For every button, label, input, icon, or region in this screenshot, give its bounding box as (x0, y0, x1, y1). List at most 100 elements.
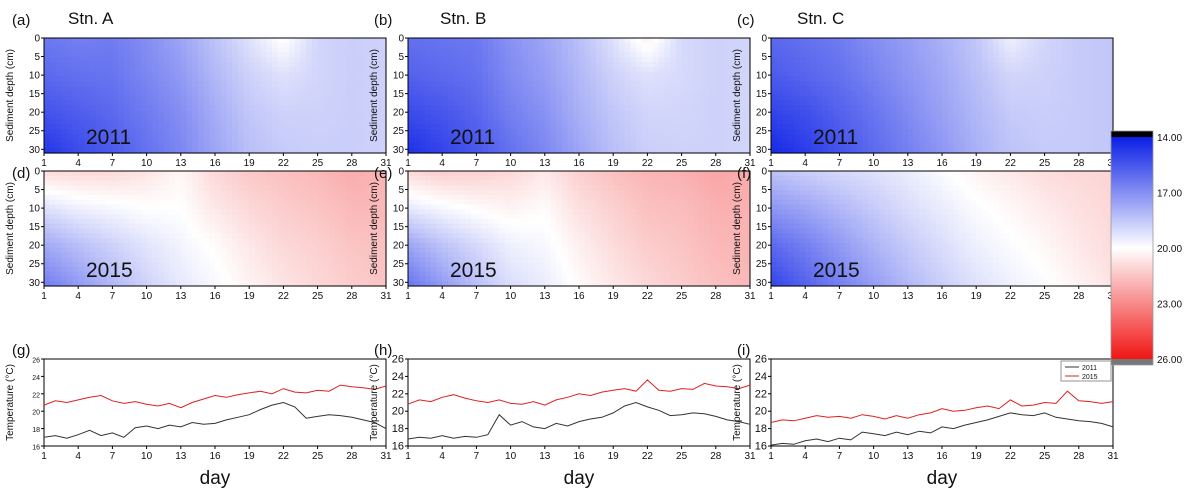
heat-cell (539, 133, 546, 140)
heat-cell (947, 129, 954, 135)
heat-cell (243, 66, 250, 73)
heat-cell (527, 119, 534, 125)
heat-cell (1056, 38, 1063, 44)
heat-cell (300, 194, 307, 201)
heat-cell (698, 42, 705, 49)
heat-cell (873, 124, 880, 130)
heat-cell (1101, 119, 1108, 125)
heat-cell (430, 109, 438, 116)
heat-cell (664, 90, 671, 97)
heat-cell (363, 38, 370, 44)
heat-cell (95, 171, 102, 177)
heat-cell (510, 119, 517, 125)
heat-cell (839, 129, 846, 135)
heat-cell (66, 38, 74, 44)
heat-cell (698, 138, 705, 145)
heat-cell (442, 42, 449, 49)
heat-cell (788, 95, 795, 101)
heat-cell (590, 119, 597, 125)
heat-cell (470, 109, 477, 116)
heat-cell (152, 105, 159, 111)
heat-cell (561, 119, 569, 125)
heat-cell (793, 52, 801, 58)
heat-cell (788, 57, 795, 63)
heat-cell (930, 129, 937, 135)
heat-cell (465, 47, 472, 53)
heat-cell (1010, 52, 1017, 58)
heat-cell (658, 95, 666, 101)
heat-cell (476, 143, 483, 149)
heat-cell (180, 66, 188, 73)
heat-cell (976, 119, 983, 125)
heat-cell (1067, 47, 1074, 53)
heat-cell (953, 38, 960, 44)
heat-cell (896, 52, 903, 58)
heat-cell (636, 129, 643, 135)
heat-cell (300, 209, 307, 215)
heat-cell (118, 114, 125, 121)
heat-cell (771, 66, 778, 73)
heat-cell (822, 42, 829, 49)
heat-cell (1095, 105, 1103, 111)
heat-cell (209, 105, 216, 111)
heat-cell (266, 199, 273, 206)
heat-cell (146, 109, 153, 116)
heat-cell (810, 81, 818, 87)
heat-cell (266, 42, 273, 49)
heat-cell (101, 52, 108, 58)
heat-cell (55, 61, 62, 68)
heat-cell (613, 61, 620, 68)
heat-cell (715, 95, 723, 101)
heat-cell (169, 185, 176, 191)
heat-cell (493, 61, 500, 68)
heat-cell (83, 81, 91, 87)
heat-cell (106, 204, 113, 210)
heat-cell (175, 109, 182, 116)
heat-cell (681, 148, 688, 154)
heat-cell (425, 76, 432, 82)
heat-cell (816, 42, 823, 49)
heat-cell (544, 81, 552, 87)
heat-cell (317, 190, 324, 196)
heat-cell (675, 61, 683, 68)
heat-cell (78, 47, 85, 53)
heat-cell (1038, 61, 1046, 68)
heat-cell (254, 190, 262, 196)
heat-cell (493, 47, 500, 53)
heat-cell (44, 209, 51, 215)
heat-cell (704, 109, 711, 116)
heat-cell (833, 47, 840, 53)
heat-cell (584, 38, 591, 44)
heat-cell (260, 143, 267, 149)
heat-cell (272, 204, 279, 210)
heat-cell (78, 180, 85, 186)
heat-cell (1078, 38, 1086, 44)
heat-cell (197, 66, 205, 73)
heat-cell (135, 185, 142, 191)
heat-cell (856, 38, 863, 44)
heat-cell (499, 114, 506, 121)
heat-cell (647, 105, 654, 111)
heat-cell (277, 190, 284, 196)
heat-cell (95, 52, 102, 58)
heat-cell (641, 52, 648, 58)
heat-cell (510, 105, 517, 111)
heat-cell (89, 38, 96, 44)
heat-cell (1095, 143, 1103, 149)
heat-cell (953, 66, 960, 73)
heat-cell (896, 38, 903, 44)
heat-cell (482, 124, 489, 130)
heat-cell (306, 124, 313, 130)
heat-cell (272, 38, 279, 44)
heat-cell (163, 66, 170, 73)
heat-cell (1010, 105, 1017, 111)
heat-cell (266, 190, 273, 196)
heat-cell (693, 90, 700, 97)
heat-cell (788, 85, 795, 92)
heat-cell (919, 129, 926, 135)
heat-cell (101, 95, 108, 101)
heat-cell (425, 81, 432, 87)
heat-cell (180, 52, 188, 58)
heat-cell (192, 204, 199, 210)
heat-cell (152, 90, 159, 97)
